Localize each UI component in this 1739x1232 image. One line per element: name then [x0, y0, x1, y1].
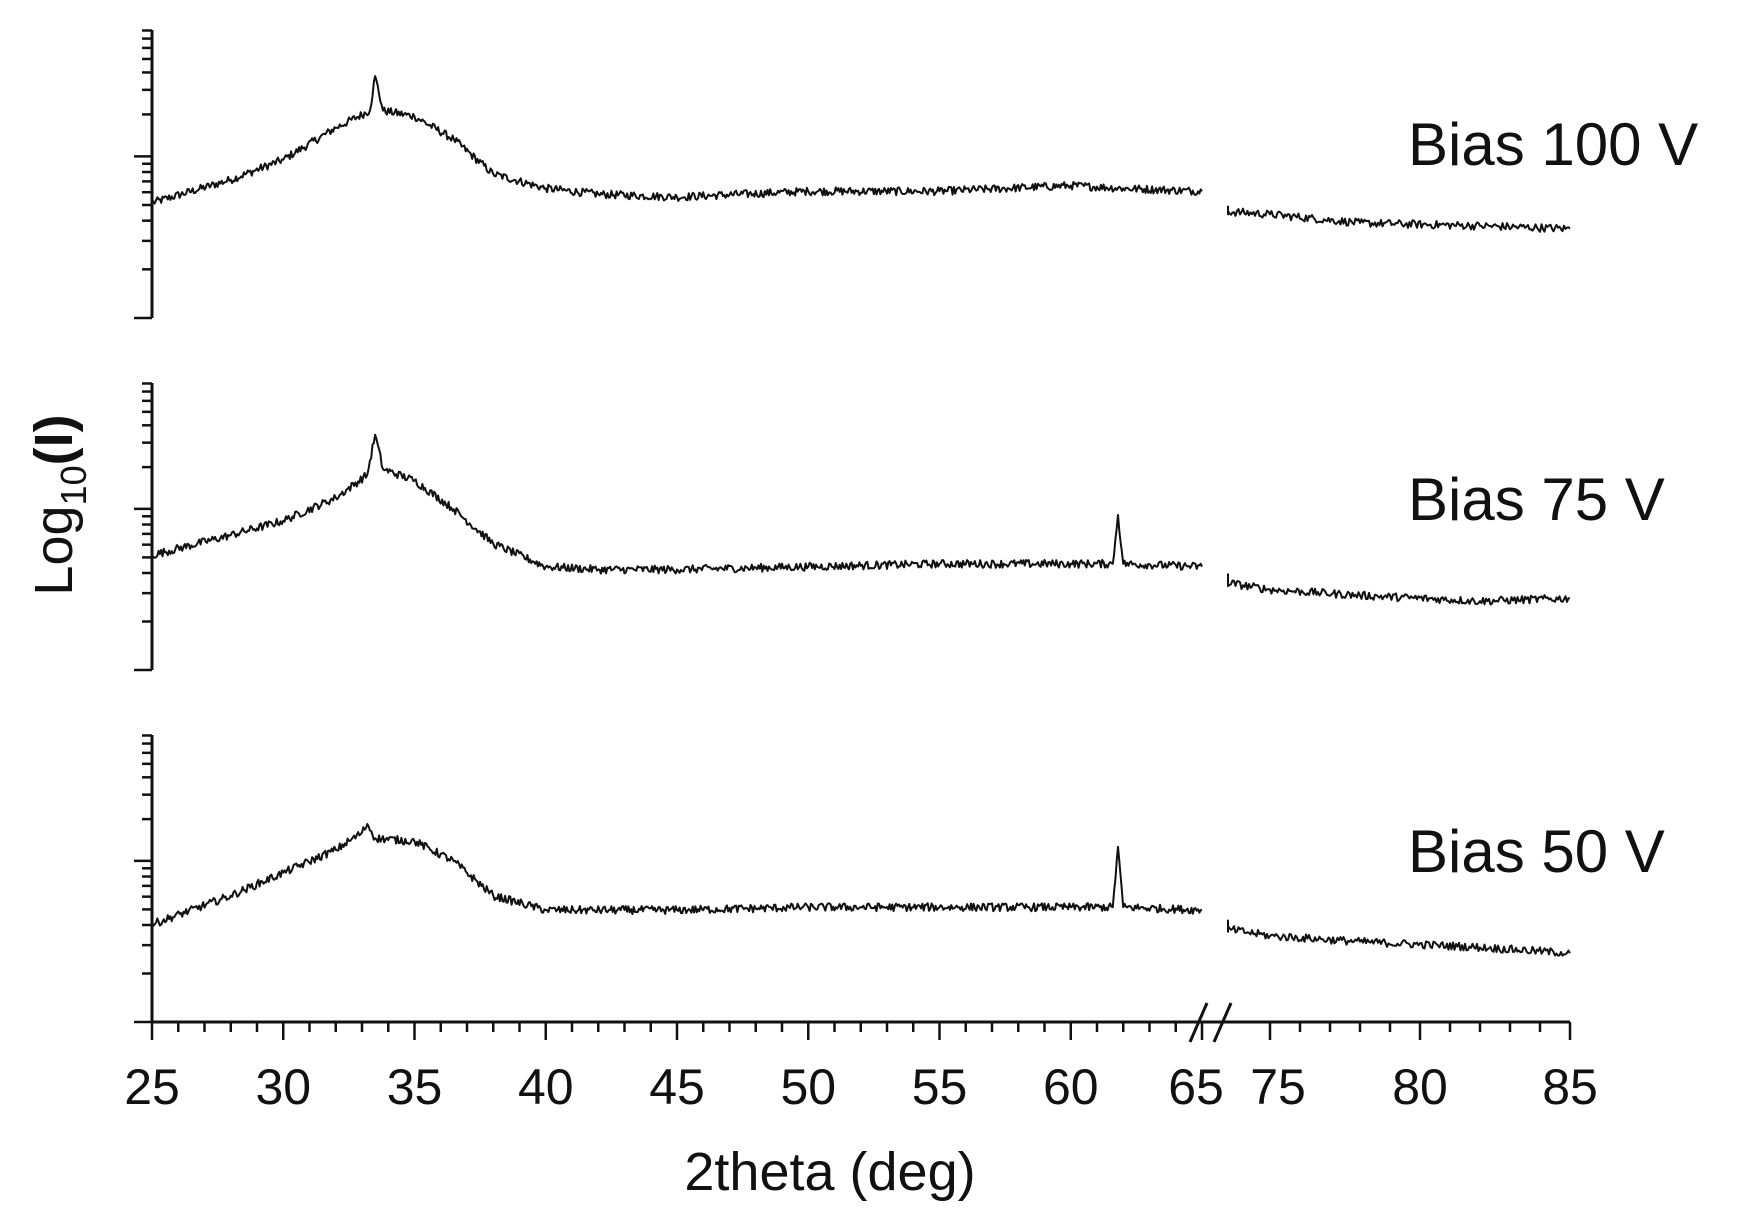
- axis-break-slash-right: [1212, 1002, 1233, 1043]
- x-tick-label: 75: [1250, 1059, 1306, 1115]
- series-trace-left: [151, 433, 1203, 575]
- panel-2: Bias 75 V: [134, 382, 1665, 672]
- series-label: Bias 50 V: [1408, 818, 1665, 885]
- series-trace-right: [1227, 205, 1571, 233]
- panel-3: Bias 50 V: [134, 734, 1665, 1024]
- y-axis-title-subscript: 10: [53, 465, 94, 505]
- series-trace-right: [1227, 573, 1571, 606]
- panels-group: Bias 100 V Bias 75 V Bias 50 V: [134, 29, 1698, 1024]
- x-tick-label: 35: [387, 1059, 443, 1115]
- series-label: Bias 75 V: [1408, 466, 1665, 533]
- panel-1: Bias 100 V: [134, 29, 1698, 320]
- x-tick-label: 30: [255, 1059, 311, 1115]
- x-tick-label: 80: [1392, 1059, 1448, 1115]
- x-tick-labels: 25 30 35 40 45 50 55 60 65 75 80 85: [124, 1059, 1598, 1115]
- series-label: Bias 100 V: [1408, 111, 1698, 178]
- x-axis: 25 30 35 40 45 50 55 60 65 75 80 85: [124, 1002, 1598, 1115]
- x-axis-title: 2theta (deg): [684, 1142, 975, 1202]
- x-tick-label: 55: [912, 1059, 968, 1115]
- x-tick-label: 65: [1168, 1059, 1224, 1115]
- x-tick-label: 60: [1043, 1059, 1099, 1115]
- x-tick-label: 40: [518, 1059, 574, 1115]
- x-tick-label: 85: [1542, 1059, 1598, 1115]
- x-ticks: [150, 1022, 1572, 1040]
- y-axis-title: Log10(I): [24, 414, 94, 595]
- x-tick-label: 25: [124, 1059, 180, 1115]
- series-trace-left: [151, 823, 1203, 927]
- series-trace-left: [151, 75, 1203, 205]
- y-axis-title-argument: (I): [24, 414, 84, 465]
- y-axis-title-base: Log: [24, 505, 84, 595]
- series-trace-right: [1227, 919, 1571, 957]
- x-tick-label: 45: [649, 1059, 705, 1115]
- x-tick-label: 50: [780, 1059, 836, 1115]
- axis-break-symbol: [1188, 1002, 1233, 1043]
- axis-break-slash-left: [1188, 1002, 1209, 1043]
